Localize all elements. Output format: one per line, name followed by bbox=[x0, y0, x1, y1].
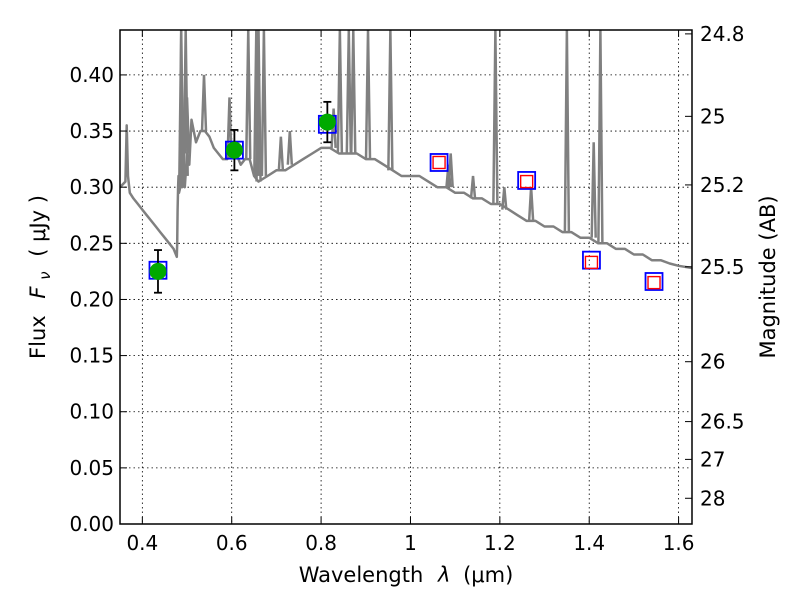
emission-line-3 bbox=[200, 74, 208, 132]
emission-line-7 bbox=[255, 30, 262, 182]
y-axis-title: Flux F ν ( μJy ) bbox=[26, 195, 55, 359]
emission-line-0 bbox=[177, 30, 185, 188]
limit-point-2 bbox=[584, 255, 599, 270]
x-tick-label-2: 0.8 bbox=[305, 531, 337, 555]
y2-tick-label-7: 28 bbox=[700, 486, 725, 510]
x-tick-label-4: 1.2 bbox=[484, 531, 516, 555]
y-tick-label-2: 0.10 bbox=[69, 400, 114, 424]
model-point-3 bbox=[429, 153, 449, 172]
emission-line-10 bbox=[286, 130, 294, 165]
x-tick-label-3: 1 bbox=[404, 531, 417, 555]
y-tick-label-6: 0.30 bbox=[69, 175, 114, 199]
y2-tick-label-1: 25 bbox=[700, 104, 725, 128]
emission-line-21 bbox=[501, 187, 508, 210]
emission-line-23 bbox=[563, 30, 571, 233]
y2-tick-label-4: 26 bbox=[700, 350, 725, 374]
limit-point-1 bbox=[519, 174, 534, 189]
emission-line-13 bbox=[345, 30, 353, 154]
y2-tick-label-2: 25.2 bbox=[700, 173, 745, 197]
y-tick-label-8: 0.40 bbox=[69, 63, 114, 87]
plot-area bbox=[120, 30, 692, 294]
emission-line-16 bbox=[387, 30, 394, 171]
emission-line-22 bbox=[527, 187, 535, 221]
y-tick-label-7: 0.35 bbox=[69, 119, 114, 143]
emission-line-5 bbox=[245, 30, 252, 160]
emission-line-4 bbox=[226, 97, 233, 160]
y2-tick-label-3: 25.5 bbox=[700, 255, 745, 279]
emission-line-24 bbox=[590, 142, 597, 238]
y2-axis-title: Magnitude (AB) bbox=[756, 195, 780, 358]
emission-line-20 bbox=[492, 30, 499, 205]
observed-point-1 bbox=[225, 141, 243, 159]
limit-point-0 bbox=[432, 155, 446, 170]
emission-line-12 bbox=[336, 30, 344, 154]
observed-point-2 bbox=[318, 113, 336, 131]
emission-line-25 bbox=[597, 30, 604, 244]
y-tick-label-1: 0.05 bbox=[69, 456, 114, 480]
emission-line-9 bbox=[277, 136, 285, 171]
y-tick-label-3: 0.15 bbox=[69, 344, 114, 368]
x-tick-label-5: 1.4 bbox=[573, 531, 605, 555]
emission-line-19 bbox=[469, 175, 477, 199]
y2-tick-label-0: 24.8 bbox=[700, 22, 745, 46]
emission-line-8 bbox=[260, 30, 268, 176]
limit-point-3 bbox=[647, 275, 661, 290]
emission-line-2 bbox=[183, 97, 191, 154]
spectrum-line bbox=[120, 30, 692, 270]
y2-tick-label-6: 27 bbox=[700, 447, 725, 471]
observed-point-0 bbox=[149, 262, 167, 280]
plot-frame bbox=[119, 29, 693, 525]
x-axis-title: Wavelength λ (μm) bbox=[299, 563, 514, 587]
y-tick-label-5: 0.25 bbox=[69, 231, 114, 255]
y-tick-label-4: 0.20 bbox=[69, 287, 114, 311]
model-point-4 bbox=[517, 171, 537, 190]
emission-line-18 bbox=[447, 153, 454, 188]
y2-tick-label-5: 26.5 bbox=[700, 410, 745, 434]
tick-labels: 0.4 0.6 0.8 1 1.2 1.4 1.6 0.00 0.05 0.10 0.15 0.20 0… bbox=[69, 22, 744, 555]
emission-line-11 bbox=[330, 108, 337, 148]
emission-line-15 bbox=[364, 30, 372, 160]
x-tick-label-1: 0.6 bbox=[216, 531, 248, 555]
x-tick-label-0: 0.4 bbox=[126, 531, 158, 555]
model-point-6 bbox=[644, 272, 664, 291]
emission-line-14 bbox=[350, 30, 357, 154]
x-tick-label-6: 1.6 bbox=[663, 531, 695, 555]
y-tick-label-0: 0.00 bbox=[69, 512, 114, 536]
axis-ticks bbox=[120, 30, 692, 525]
